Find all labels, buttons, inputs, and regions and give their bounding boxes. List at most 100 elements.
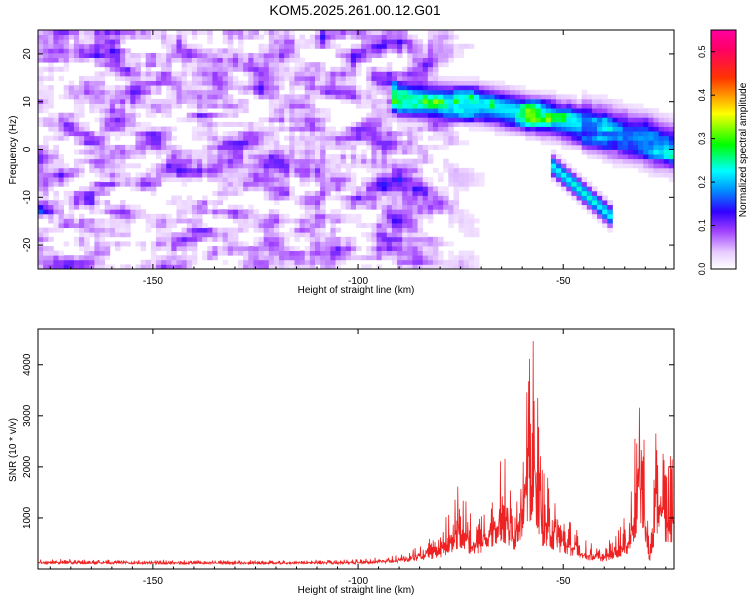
heatmap-cell — [479, 126, 485, 132]
heatmap-cell — [366, 223, 372, 229]
heatmap-cell — [68, 52, 75, 58]
heatmap-cell — [243, 30, 249, 35]
heatmap-cell — [99, 121, 106, 127]
heatmap-cell — [561, 163, 567, 169]
heatmap-cell — [561, 140, 567, 146]
heatmap-cell — [268, 98, 275, 104]
heatmap-cell — [304, 204, 311, 210]
heatmap-cell — [340, 181, 347, 187]
heatmap-cell — [371, 140, 377, 146]
heatmap-cell — [238, 264, 244, 269]
heatmap-cell — [43, 94, 49, 100]
heatmap-cell — [273, 62, 280, 68]
heatmap-cell — [407, 149, 413, 155]
heatmap-cell — [463, 181, 470, 187]
heatmap-cell — [222, 250, 229, 256]
heatmap-cell — [432, 131, 439, 137]
heatmap-cell — [412, 94, 418, 100]
heatmap-cell — [202, 158, 208, 164]
heatmap-cell — [150, 186, 157, 192]
heatmap-cell — [273, 131, 280, 137]
heatmap-cell — [473, 181, 480, 187]
heatmap-cell — [79, 213, 85, 219]
heatmap-cell — [166, 85, 172, 91]
heatmap-cell — [294, 172, 300, 178]
heatmap-cell — [443, 190, 449, 196]
heatmap-cell — [448, 126, 454, 132]
heatmap-cell — [607, 131, 613, 137]
heatmap-cell — [38, 144, 44, 150]
heatmap-cell — [109, 57, 116, 63]
heatmap-cell — [330, 213, 336, 219]
heatmap-cell — [202, 112, 208, 118]
heatmap-cell — [68, 94, 75, 100]
heatmap-cell — [422, 85, 429, 91]
heatmap-cell — [643, 154, 649, 160]
heatmap-cell — [243, 98, 249, 104]
heatmap-cell — [586, 108, 593, 114]
heatmap-cell — [38, 227, 44, 233]
heatmap-cell — [258, 236, 265, 242]
heatmap-cell — [253, 181, 259, 187]
heatmap-cell — [135, 264, 141, 269]
heatmap-cell — [422, 117, 429, 123]
heatmap-cell — [155, 218, 162, 224]
heatmap-cell — [289, 98, 295, 104]
heatmap-cell — [238, 227, 244, 233]
heatmap-cell — [166, 241, 172, 247]
heatmap-cell — [335, 30, 342, 35]
heatmap-cell — [468, 213, 475, 219]
heatmap-cell — [99, 144, 106, 150]
heatmap-cell — [243, 181, 249, 187]
heatmap-cell — [284, 126, 290, 132]
heatmap-cell — [289, 186, 295, 192]
heatmap-cell — [350, 255, 357, 261]
heatmap-cell — [279, 250, 285, 256]
heatmap-cell — [43, 213, 49, 219]
heatmap-cell — [227, 186, 234, 192]
heatmap-cell — [376, 181, 383, 187]
heatmap-cell — [591, 112, 598, 118]
heatmap-cell — [330, 144, 336, 150]
heatmap-cell — [202, 85, 208, 91]
heatmap-cell — [232, 108, 239, 114]
heatmap-cell — [125, 172, 131, 178]
colorbar-tick-label: 0.3 — [697, 132, 707, 145]
heatmap-cell — [104, 255, 111, 261]
heatmap-cell — [253, 57, 259, 63]
heatmap-cell — [294, 246, 300, 252]
heatmap-cell — [176, 89, 183, 95]
heatmap-cell — [453, 103, 459, 109]
heatmap-cell — [94, 158, 100, 164]
heatmap-cell — [494, 89, 501, 95]
heatmap-cell — [314, 213, 321, 219]
heatmap-cell — [402, 241, 408, 247]
heatmap-cell — [397, 213, 403, 219]
heatmap-cell — [417, 62, 424, 68]
heatmap-cell — [120, 30, 126, 35]
heatmap-cell — [53, 43, 59, 49]
heatmap-cell — [73, 241, 80, 247]
heatmap-cell — [94, 71, 100, 77]
heatmap-cell — [432, 204, 439, 210]
heatmap-cell — [222, 167, 229, 173]
heatmap-cell — [427, 121, 434, 127]
heatmap-cell — [458, 255, 465, 261]
heatmap-cell — [320, 259, 326, 265]
heatmap-cell — [494, 85, 501, 91]
heatmap-cell — [217, 66, 224, 72]
heatmap-cell — [89, 167, 95, 173]
heatmap-cell — [638, 103, 644, 109]
heatmap-cell — [79, 126, 85, 132]
heatmap-cell — [340, 255, 347, 261]
heatmap-cell — [602, 103, 608, 109]
heatmap-cell — [84, 135, 90, 141]
heatmap-cell — [294, 121, 300, 127]
heatmap-cell — [653, 172, 660, 178]
heatmap-cell — [299, 57, 306, 63]
heatmap-cells — [38, 30, 674, 269]
heatmap-cell — [304, 140, 311, 146]
heatmap-cell — [366, 190, 372, 196]
heatmap-cell — [299, 121, 306, 127]
heatmap-cell — [432, 71, 439, 77]
